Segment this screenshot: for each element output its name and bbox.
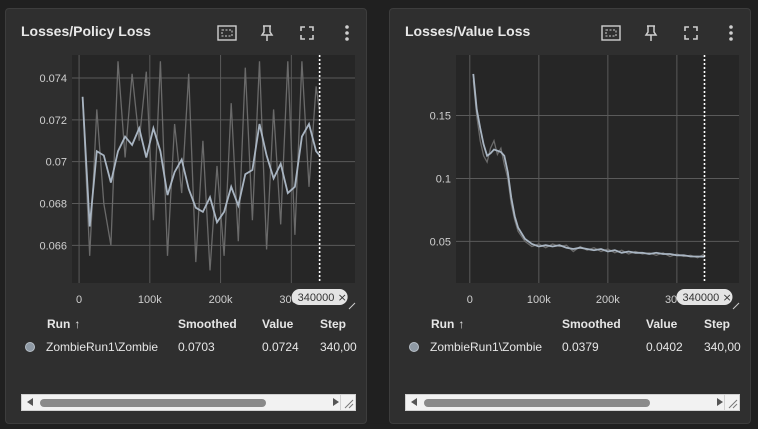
sort-arrow-up-icon: ↑ [458,317,465,331]
more-vert-icon [728,24,734,42]
step-tag-chip[interactable]: 340000 × [291,289,348,305]
sort-arrow-up-icon: ↑ [74,317,81,331]
smoothed-value: 0.0703 [178,340,215,354]
fullscreen-button[interactable] [680,23,702,43]
step-column-header[interactable]: Step [320,317,347,331]
line-chart[interactable]: 0 100k 200k 300k0.0660.0680.070.0720.074340… [6,55,366,317]
run-color-dot [25,342,35,352]
table-row[interactable]: ZombieRun1\Zombie 0.0379 0.0402 340,00 [390,338,750,358]
pin-icon [644,24,658,42]
table-header: Run ↑ Smoothed Value Step [6,317,366,335]
run-column-header[interactable]: Run ↑ [47,317,80,331]
run-name: ZombieRun1\Zombie [430,340,543,354]
horizontal-scrollbar[interactable] [405,394,740,411]
x-tick-label: 0 [467,294,473,306]
horizontal-scrollbar[interactable] [21,394,356,411]
fullscreen-icon [299,25,315,41]
step-value: 340,00 [704,340,741,354]
fit-domain-button[interactable] [216,23,238,43]
step-value: 340,00 [320,340,357,354]
table-header: Run ↑ Smoothed Value Step [390,317,750,335]
pin-button[interactable] [256,23,278,43]
y-tick-label: 0.072 [39,115,67,127]
fullscreen-button[interactable] [296,23,318,43]
fit-domain-button[interactable] [600,23,622,43]
value-column-header[interactable]: Value [646,317,678,331]
raw-value: 0.0724 [262,340,299,354]
resize-grip-icon[interactable] [340,395,355,410]
smoothed-value: 0.0379 [562,340,599,354]
x-tick-label: 100k [527,294,551,306]
scroll-right-icon[interactable] [717,398,723,406]
step-tag-chip[interactable]: 340000 × [676,289,733,305]
chart-resize-icon[interactable] [732,302,740,310]
more-options-button[interactable] [720,23,742,43]
step-column-header[interactable]: Step [704,317,731,331]
y-tick-label: 0.074 [39,73,67,85]
chart-card-value-loss: Losses/Value Loss 0 100k 200k 300k 0.05 0.1 0.… [389,8,751,424]
scroll-thumb[interactable] [424,399,650,407]
plot-area[interactable] [456,55,739,283]
pin-button[interactable] [640,23,662,43]
x-tick-label: 200k [209,294,233,306]
raw-value: 0.0402 [646,340,683,354]
y-tick-label: 0.1 [436,173,451,185]
x-tick-label: 0 [76,294,82,306]
close-icon[interactable]: × [338,291,347,304]
chart-card-policy-loss: Losses/Policy Loss 0 100k 200k 300k 0.066 0.0… [5,8,367,424]
run-color-dot [409,342,419,352]
table-row[interactable]: ZombieRun1\Zombie 0.0703 0.0724 340,00 [6,338,366,358]
smoothed-column-header[interactable]: Smoothed [178,317,237,331]
chart-resize-icon[interactable] [348,302,356,310]
card-title: Losses/Policy Loss [21,23,151,39]
pin-icon [260,24,274,42]
run-header-label: Run [431,317,455,331]
x-tick-label: 200k [596,294,620,306]
fit-domain-icon [601,25,621,41]
run-header-label: Run [47,317,71,331]
smoothed-series-line [81,96,321,227]
y-tick-label: 0.05 [430,236,451,248]
smoothed-column-header[interactable]: Smoothed [562,317,621,331]
scroll-right-icon[interactable] [333,398,339,406]
close-icon[interactable]: × [722,291,731,304]
y-tick-label: 0.068 [39,199,67,211]
y-tick-label: 0.07 [46,157,67,169]
resize-grip-icon[interactable] [724,395,739,410]
y-tick-label: 0.066 [39,240,67,252]
fit-domain-icon [217,25,237,41]
run-name: ZombieRun1\Zombie [46,340,159,354]
more-options-button[interactable] [336,23,358,43]
fullscreen-icon [683,25,699,41]
value-column-header[interactable]: Value [262,317,294,331]
card-title: Losses/Value Loss [405,23,531,39]
scroll-left-icon[interactable] [411,398,417,406]
scroll-thumb[interactable] [40,399,266,407]
scroll-left-icon[interactable] [27,398,33,406]
step-tag-label: 340000 [682,292,719,304]
run-column-header[interactable]: Run ↑ [431,317,464,331]
step-tag-label: 340000 [298,292,335,304]
more-vert-icon [344,24,350,42]
x-tick-label: 100k [138,294,162,306]
smoothed-series-line [472,73,705,258]
y-tick-label: 0.15 [430,110,451,122]
